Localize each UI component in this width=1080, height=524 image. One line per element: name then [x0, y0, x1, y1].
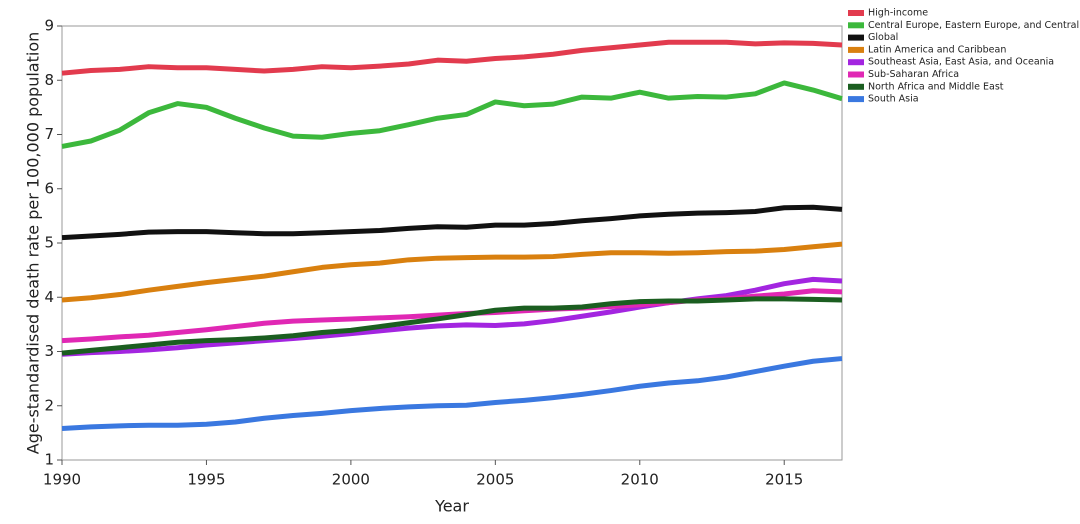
legend-label: Sub-Saharan Africa [868, 69, 959, 80]
series-line [61, 39, 843, 76]
legend-swatch [848, 96, 864, 103]
legend-swatch [848, 34, 864, 41]
legend-swatch [848, 83, 864, 90]
x-tick-label: 2015 [765, 471, 803, 489]
legend-label: South Asia [868, 94, 919, 105]
series-line [61, 80, 843, 149]
series-line [61, 356, 843, 432]
y-tick-label: 2 [44, 396, 54, 414]
y-tick-label: 4 [44, 288, 54, 306]
legend-label: Global [868, 32, 898, 43]
legend-swatch [848, 46, 864, 53]
y-tick-label: 1 [44, 451, 54, 469]
y-tick-label: 8 [44, 71, 54, 89]
legend-swatch [848, 10, 864, 16]
y-tick-label: 3 [44, 342, 54, 360]
legend-label: North Africa and Middle East [868, 81, 1004, 92]
x-tick-label: 1995 [187, 471, 225, 489]
series-line [61, 296, 843, 356]
legend-label: Latin America and Caribbean [868, 44, 1006, 55]
legend-label: High-income [868, 8, 928, 19]
x-tick-label: 2005 [476, 471, 514, 489]
y-tick-label: 6 [44, 179, 54, 197]
y-tick-label: 7 [44, 125, 54, 143]
y-axis-label: Age-standardised death rate per 100,000 … [24, 32, 43, 455]
y-tick-label: 5 [44, 234, 54, 252]
x-tick-label: 2010 [621, 471, 659, 489]
plot-frame [61, 25, 843, 461]
x-axis-label: Year [434, 497, 469, 516]
legend-label: Central Europe, Eastern Europe, and Cent… [868, 20, 1080, 31]
series-line [61, 241, 843, 303]
legend-swatch [848, 59, 864, 66]
y-tick-label: 9 [44, 17, 54, 35]
legend-swatch [848, 22, 864, 29]
legend-label: Southeast Asia, East Asia, and Oceania [868, 57, 1054, 68]
series-line [61, 204, 843, 241]
legend-swatch [848, 71, 864, 78]
x-tick-label: 2000 [332, 471, 370, 489]
x-tick-label: 1990 [43, 471, 81, 489]
